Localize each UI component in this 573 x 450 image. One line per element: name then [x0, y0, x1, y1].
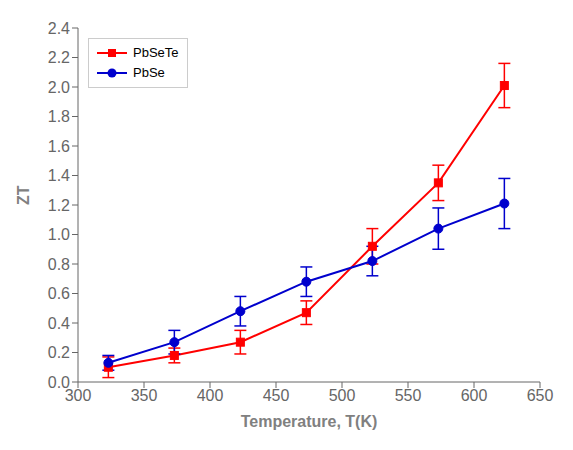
svg-text:1.6: 1.6: [48, 138, 70, 155]
svg-text:400: 400: [197, 387, 224, 404]
svg-text:ZT: ZT: [15, 185, 32, 205]
svg-text:300: 300: [64, 387, 92, 405]
svg-text:1.0: 1.0: [48, 226, 70, 243]
html-text:PbSe: PbSe: [133, 65, 165, 80]
svg-text:2.4: 2.4: [48, 20, 70, 37]
svg-text:Temperature, T(K): Temperature, T(K): [241, 413, 378, 430]
svg-text:1.4: 1.4: [48, 167, 70, 184]
svg-text:500: 500: [329, 387, 356, 404]
svg-text:450: 450: [263, 387, 290, 404]
svg-text:0.2: 0.2: [48, 344, 70, 361]
svg-text:0.8: 0.8: [48, 256, 70, 273]
svg-text:650: 650: [527, 387, 554, 404]
svg-text:0.4: 0.4: [48, 315, 70, 332]
svg-text:600: 600: [461, 387, 488, 404]
svg-text:1.2: 1.2: [48, 197, 70, 214]
svg-text:350: 350: [131, 387, 158, 404]
svg-text:0.6: 0.6: [48, 285, 70, 302]
svg-text:1.8: 1.8: [48, 108, 70, 125]
svg-text:550: 550: [395, 387, 422, 404]
html-text:PbSeTe: PbSeTe: [133, 45, 179, 60]
svg-text:2.2: 2.2: [48, 49, 70, 66]
svg-text:0.0: 0.0: [48, 374, 70, 391]
svg-text:2.0: 2.0: [48, 79, 70, 96]
